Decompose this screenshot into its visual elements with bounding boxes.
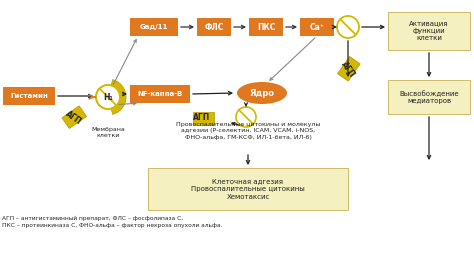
Bar: [300, 18, 334, 36]
Bar: [3, 87, 55, 105]
Text: Высвобождение
медиаторов: Высвобождение медиаторов: [399, 90, 459, 104]
Text: Ядро: Ядро: [249, 89, 274, 98]
Text: Gад/11: Gад/11: [140, 24, 168, 30]
Bar: [130, 85, 190, 103]
Polygon shape: [111, 80, 126, 114]
Ellipse shape: [237, 82, 287, 104]
Text: NF-каппа-B: NF-каппа-B: [137, 91, 182, 97]
Polygon shape: [337, 57, 360, 81]
Circle shape: [96, 85, 120, 109]
Text: Ca⁺: Ca⁺: [310, 23, 324, 32]
Text: ПКС: ПКС: [257, 23, 275, 32]
Text: Гистамин: Гистамин: [10, 93, 48, 99]
Text: АГП: АГП: [339, 60, 356, 80]
Bar: [197, 18, 231, 36]
Bar: [388, 12, 470, 50]
Polygon shape: [193, 112, 214, 124]
Bar: [249, 18, 283, 36]
Text: АГП: АГП: [64, 109, 82, 127]
Bar: [148, 168, 348, 210]
Text: Активация
функции
клетки: Активация функции клетки: [409, 21, 449, 42]
Text: Провоспалительные цитокины и молекулы
адгезии (Р-селектин, ICAM, VCAM, i-NOS,
ФН: Провоспалительные цитокины и молекулы ад…: [176, 122, 320, 140]
Text: ФЛС: ФЛС: [204, 23, 224, 32]
Text: Мембрана
клетки: Мембрана клетки: [91, 127, 125, 138]
Text: АГП – антигистаминный препарат, ФЛС – фосфолипаза С,
ПКС – протеинкиназа С, ФНО-: АГП – антигистаминный препарат, ФЛС – фо…: [2, 216, 222, 227]
Bar: [130, 18, 178, 36]
Bar: [388, 80, 470, 114]
Text: Клеточная адгезия
Провоспалительные цитокины
Хемотаксис: Клеточная адгезия Провоспалительные цито…: [191, 178, 305, 200]
Polygon shape: [62, 106, 87, 129]
Text: H₁: H₁: [103, 94, 113, 103]
Text: АГП: АГП: [193, 114, 210, 123]
